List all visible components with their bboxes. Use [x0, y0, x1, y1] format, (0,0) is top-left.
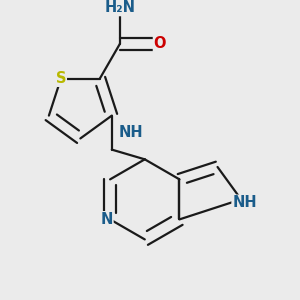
- Text: NH: NH: [232, 195, 257, 210]
- Text: O: O: [154, 36, 166, 51]
- Text: NH: NH: [119, 125, 143, 140]
- Text: S: S: [56, 71, 66, 86]
- Text: H₂N: H₂N: [104, 0, 135, 15]
- Text: N: N: [100, 212, 113, 227]
